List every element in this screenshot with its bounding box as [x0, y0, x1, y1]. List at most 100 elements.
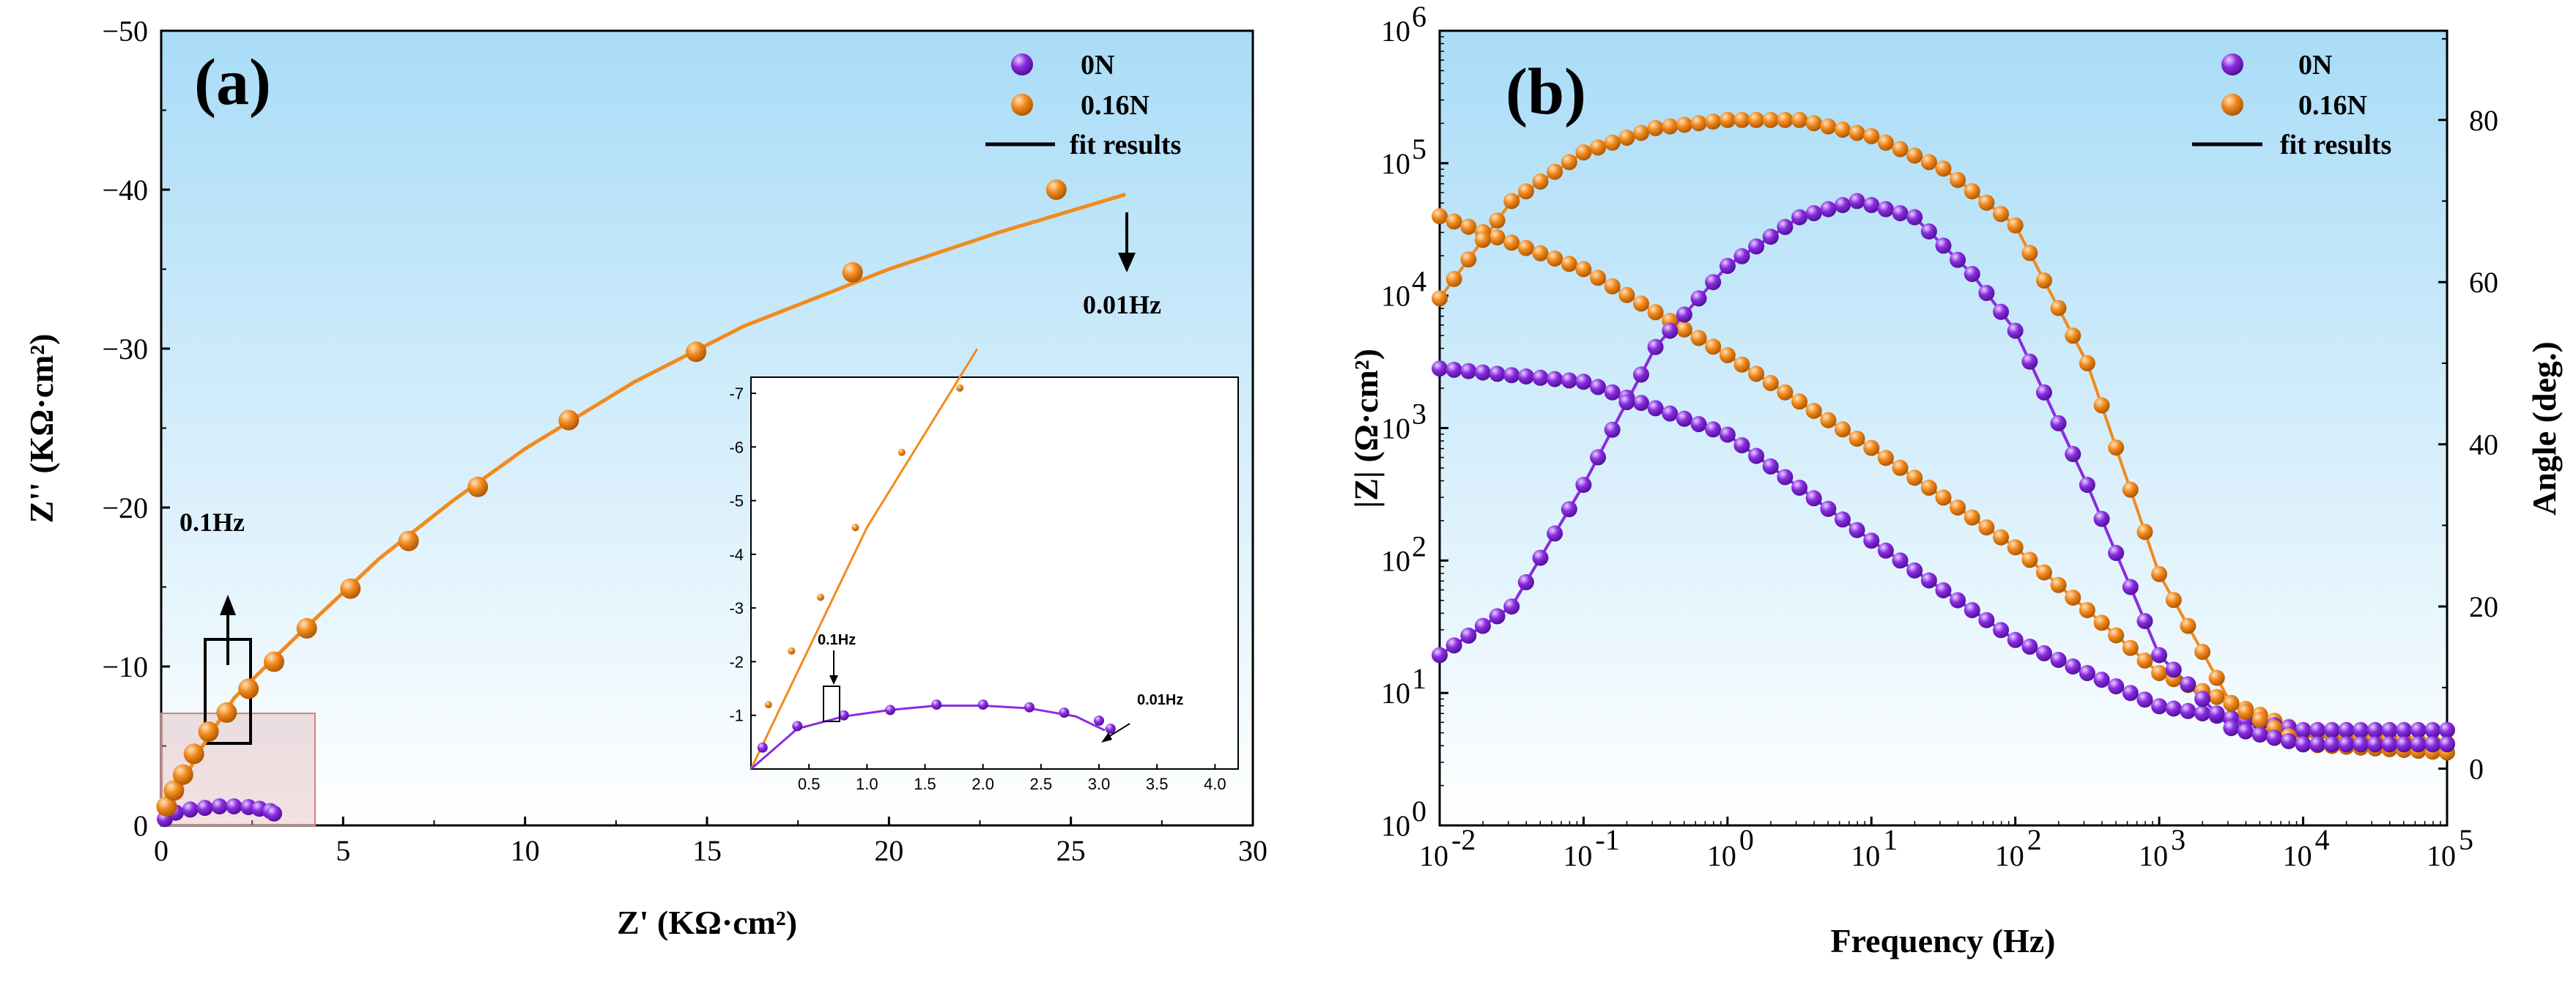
data-point-0n-angle [2151, 647, 2168, 664]
data-point-0.16n-angle [1432, 290, 1448, 307]
data-point-0n-angle [1590, 449, 1607, 466]
data-point-0.16n-angle [1791, 111, 1808, 128]
data-point-0n-angle [2021, 353, 2038, 370]
panel-a-inset: 0.5 1.0 1.5 2.0 2.5 3.0 3.5 4.0 -1-2-3-4-5-6-7 … [729, 348, 1239, 793]
inset-y-tick-label: -7 [729, 385, 744, 403]
inset-data-point-0.16n [817, 593, 824, 601]
data-point-0.16n-angle [1906, 147, 1923, 164]
data-point-0.16n-angle [1964, 183, 1980, 200]
inset-x-tick-label: 3.5 [1146, 775, 1169, 793]
data-point-0n-angle [1863, 197, 1880, 213]
data-point-0n-modulus [1920, 572, 1937, 589]
data-point-0n-modulus [2079, 665, 2095, 681]
data-point-0.16n-angle [1676, 116, 1692, 133]
inset-x-ticks: 0.5 1.0 1.5 2.0 2.5 3.0 3.5 4.0 [798, 764, 1226, 793]
data-point-0.16n-modulus [1805, 403, 1822, 419]
data-point-0.16n-angle [2208, 669, 2225, 686]
data-point-0n-angle [1517, 573, 1534, 590]
data-point-0n-modulus [1805, 490, 1822, 507]
data-point-0n-modulus [1662, 405, 1679, 422]
panel-b-x-tick-label: 10 [1419, 839, 1448, 872]
data-point-0n-modulus [2093, 672, 2110, 688]
data-point-0.16n-angle [1748, 111, 1765, 128]
panel-b-legend: 0N 0.16N fit results [2192, 50, 2391, 160]
data-point-0n-modulus [1460, 363, 1477, 379]
data-point-0.16n-angle [1877, 134, 1894, 151]
data-point-0n-modulus [2353, 721, 2369, 738]
data-point-0.16n-angle [2151, 565, 2168, 582]
data-point-0.16n [398, 530, 419, 551]
data-point-0n-modulus [1964, 602, 1980, 619]
data-point-0.16n-angle [1561, 154, 1577, 171]
data-point-0n-angle [2251, 727, 2268, 743]
data-point-0n-modulus [2108, 678, 2125, 695]
data-point-0.16n [467, 476, 489, 497]
arrow-head-0.01hz [1118, 253, 1136, 272]
panel-a-y-tick-label: −40 [102, 174, 148, 207]
data-point-0.16n-modulus [2208, 688, 2225, 705]
data-point-0n-modulus [2136, 691, 2153, 708]
data-point-0.16n-modulus [1835, 421, 1851, 438]
data-point-0n-modulus [2295, 721, 2312, 738]
panel-b-y-tick-label: 10 [1381, 809, 1410, 842]
data-point-0n-angle [2223, 720, 2240, 737]
inset-y-tick-label: -4 [729, 546, 744, 564]
data-point-0n-angle [2309, 736, 2326, 753]
data-point-0n-modulus [2194, 705, 2211, 721]
data-point-0.16n-angle [1848, 125, 1865, 141]
data-point-0.16n-angle [1575, 144, 1592, 161]
data-point-0.16n-modulus [1604, 278, 1621, 294]
data-point-0n [266, 805, 282, 822]
data-point-0.16n-modulus [1446, 213, 1462, 230]
panel-b-x-tick-label: 10 [1707, 839, 1736, 872]
data-point-0.16n [264, 651, 284, 672]
data-point-0n-angle [1662, 322, 1679, 339]
data-point-0n-angle [1705, 274, 1722, 291]
panel-a-x-tick-label: 5 [336, 834, 350, 867]
data-point-0n-angle [2424, 736, 2441, 753]
inset-data-point-0n [1094, 716, 1104, 726]
inset-data-point-0n [1059, 707, 1070, 718]
data-point-0.16n-modulus [1950, 499, 1966, 516]
panel-b-data-points [1432, 111, 2455, 761]
fit-line-0.16n [159, 193, 1126, 827]
inset-marker-box [823, 686, 840, 722]
data-point-0n-angle [1618, 394, 1635, 411]
data-point-0n-modulus [1561, 372, 1577, 389]
data-point-0.16n-modulus [2021, 551, 2038, 568]
data-point-0n-angle [2036, 384, 2052, 401]
panel-a-legend: 0N 0.16N fit results [985, 50, 1181, 160]
data-point-0n-modulus [2338, 721, 2355, 738]
data-point-0.16n [558, 409, 580, 431]
data-point-0.16n-angle [1503, 193, 1520, 209]
annotation-0.1hz: 0.1Hz [179, 508, 245, 665]
data-point-0.16n-modulus [1762, 375, 1779, 391]
data-point-0n-angle [1920, 223, 1937, 239]
inset-data-point-0.16n [764, 701, 772, 709]
data-point-0.16n [156, 796, 177, 817]
inset-annotation-0.1hz: 0.1Hz [818, 632, 856, 648]
data-point-0n-angle [1835, 197, 1851, 213]
panel-a-x-tick-label: 15 [692, 834, 722, 867]
inset-x-tick-label: 1.5 [914, 775, 936, 793]
inset-fit-line-0.16n [750, 348, 979, 770]
data-point-0n-angle [1848, 193, 1865, 209]
data-point-0n-angle [1733, 248, 1750, 264]
data-point-0.16n-modulus [1590, 270, 1607, 286]
panel-b-y-tick-exponent: 1 [1412, 662, 1426, 695]
panel-b-x-tick-label: 10 [1995, 839, 2024, 872]
inset-y-tick-label: -5 [729, 492, 744, 510]
data-point-0.16n-modulus [1906, 469, 1923, 486]
data-point-0n-angle [2122, 579, 2139, 595]
panel-a-x-tick-label: 20 [874, 834, 903, 867]
panel-b-label: (b) [1506, 56, 1586, 128]
data-point-0n-modulus [1906, 562, 1923, 579]
data-point-0n-modulus [1835, 511, 1851, 528]
data-point-0.16n-angle [2165, 592, 2182, 609]
data-point-0n-angle [1647, 338, 1664, 355]
panel-a-y-tick-label: 0 [133, 809, 148, 842]
data-point-0.16n [686, 341, 707, 363]
panel-b-x-tick-exponent: 0 [1739, 823, 1754, 856]
data-point-0.16n-modulus [1647, 304, 1664, 321]
panel-b-x-ticks: 10 -2 10 -1 10 0 10 1 10 2 10 3 10 4 10 5 [1419, 817, 2473, 872]
